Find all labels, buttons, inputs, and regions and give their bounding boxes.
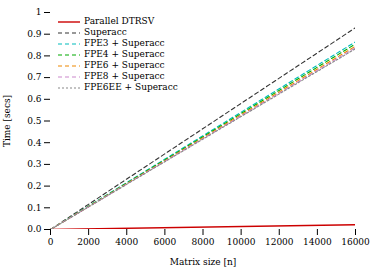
svg-text:8000: 8000 bbox=[192, 237, 215, 247]
svg-text:0.9: 0.9 bbox=[27, 29, 42, 39]
html-text:FPE6EE + Superacc: FPE6EE + Superacc bbox=[84, 82, 178, 92]
svg-text:0.6: 0.6 bbox=[27, 94, 42, 104]
html-text:FPE4 + Superacc: FPE4 + Superacc bbox=[84, 49, 165, 59]
svg-text:0.4: 0.4 bbox=[27, 138, 42, 148]
svg-text:0.8: 0.8 bbox=[27, 51, 42, 61]
svg-text:16000: 16000 bbox=[341, 237, 370, 247]
svg-text:14000: 14000 bbox=[303, 237, 332, 247]
svg-text:Time [secs]: Time [secs] bbox=[2, 95, 12, 147]
svg-text:0.5: 0.5 bbox=[27, 116, 42, 126]
html-text:Superacc: Superacc bbox=[84, 27, 127, 37]
svg-text:10000: 10000 bbox=[227, 237, 256, 247]
svg-text:6000: 6000 bbox=[153, 237, 176, 247]
svg-text:0.0: 0.0 bbox=[27, 224, 42, 234]
svg-text:0.7: 0.7 bbox=[27, 72, 42, 82]
svg-text:0.3: 0.3 bbox=[27, 159, 42, 169]
svg-text:12000: 12000 bbox=[265, 237, 294, 247]
svg-text:1: 1 bbox=[36, 7, 42, 17]
html-text:FPE6 + Superacc: FPE6 + Superacc bbox=[84, 60, 165, 70]
svg-text:2000: 2000 bbox=[77, 237, 100, 247]
svg-text:0.2: 0.2 bbox=[27, 181, 41, 191]
html-text:FPE3 + Superacc: FPE3 + Superacc bbox=[84, 38, 165, 48]
svg-text:0.1: 0.1 bbox=[27, 203, 41, 213]
html-text:FPE8 + Superacc: FPE8 + Superacc bbox=[84, 71, 165, 81]
svg-text:Matrix size [n]: Matrix size [n] bbox=[170, 257, 237, 267]
svg-text:4000: 4000 bbox=[115, 237, 138, 247]
svg-text:0: 0 bbox=[48, 237, 54, 247]
html-text:Parallel DTRSV: Parallel DTRSV bbox=[84, 16, 155, 26]
